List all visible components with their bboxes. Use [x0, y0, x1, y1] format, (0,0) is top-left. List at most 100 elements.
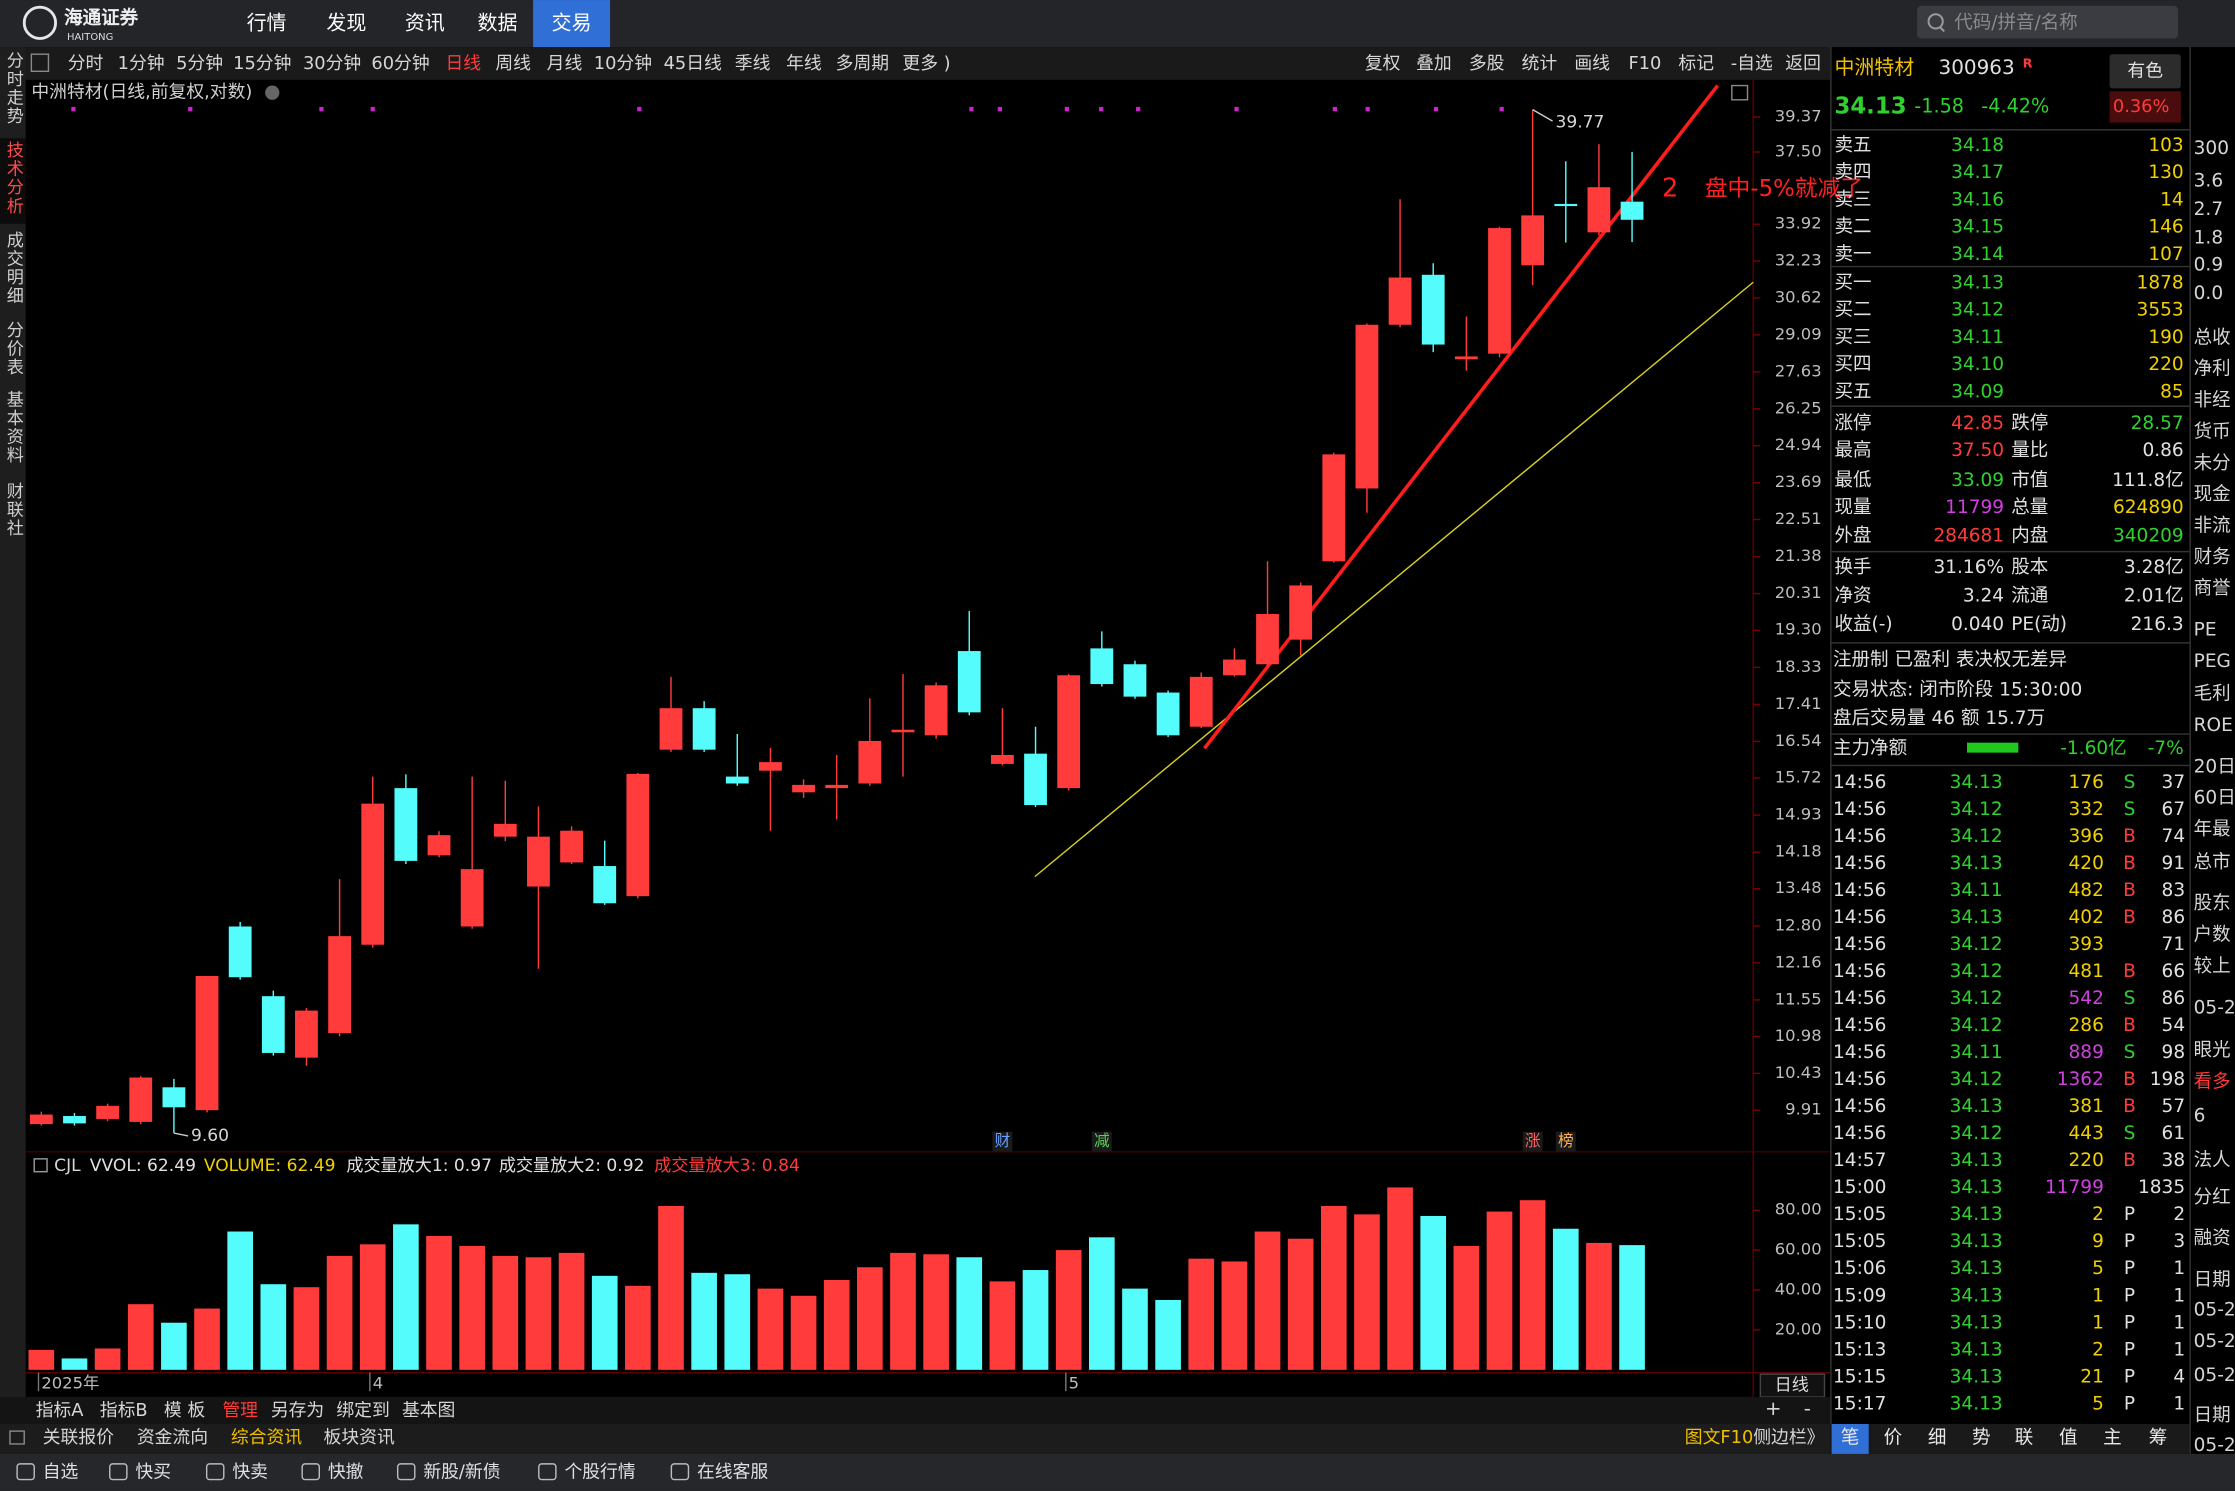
side-tab[interactable]: 技术分析	[3, 141, 24, 215]
tool-button[interactable]: 标记	[1678, 53, 1714, 74]
stat-value: 3.24	[1963, 585, 2004, 606]
period-tab[interactable]: 15分钟	[233, 53, 291, 74]
candle-body	[1620, 201, 1644, 220]
trade-time: 14:56	[1833, 934, 1886, 955]
side-strip-item: 现金	[2194, 484, 2231, 505]
status-item[interactable]: 快撤	[328, 1461, 364, 1482]
period-tab[interactable]: 月线	[547, 53, 583, 74]
menu-item[interactable]: 数据	[478, 11, 518, 35]
info-tab[interactable]: 板块资讯	[324, 1427, 395, 1448]
side-strip-item: 法人	[2194, 1150, 2231, 1171]
trade-time: 14:56	[1833, 988, 1886, 1009]
side-link[interactable]: 图文F10	[1685, 1427, 1753, 1448]
zoom-in[interactable]: +	[1765, 1396, 1782, 1420]
status-item[interactable]: 新股/新债	[423, 1461, 500, 1482]
candle-body	[96, 1105, 120, 1119]
sector-name[interactable]: 有色	[2127, 60, 2163, 81]
tool-button[interactable]: F10	[1628, 53, 1661, 74]
side-strip-item: 日期	[2194, 1405, 2231, 1426]
stat-value: 0.86	[2142, 440, 2183, 461]
indicator-tab[interactable]: 绑定到	[336, 1400, 389, 1421]
side-link[interactable]: 侧边栏》	[1753, 1427, 1824, 1448]
period-tab[interactable]: 30分钟	[303, 53, 361, 74]
period-tab[interactable]: 周线	[495, 53, 531, 74]
trade-tab[interactable]: 价	[1884, 1428, 1903, 1449]
info-tab[interactable]: 资金流向	[137, 1427, 208, 1448]
candle-body	[1521, 215, 1545, 266]
status-bar	[0, 1453, 2235, 1491]
tool-button[interactable]: 复权	[1365, 53, 1401, 74]
candle-body	[394, 788, 418, 861]
period-tab[interactable]: 更多 )	[902, 53, 950, 74]
trade-tab[interactable]: 细	[1928, 1428, 1947, 1449]
indicator-tab[interactable]: 指标A	[36, 1400, 85, 1421]
y-tick-label: 17.41	[1775, 694, 1822, 713]
side-tab[interactable]: 分时走势	[3, 51, 24, 125]
info-tab[interactable]: 综合资讯	[231, 1427, 302, 1448]
period-tab[interactable]: 10分钟	[594, 53, 652, 74]
trade-side: B	[2123, 1096, 2136, 1117]
trade-time: 14:56	[1833, 1015, 1886, 1036]
trade-tab[interactable]: 值	[2059, 1428, 2078, 1449]
period-tab[interactable]: 45日线	[664, 53, 722, 74]
trade-volume: 542	[2069, 988, 2104, 1009]
indicator-tab[interactable]: 模 板	[164, 1400, 205, 1421]
tool-button[interactable]: 统计	[1522, 53, 1558, 74]
period-tab[interactable]: 多周期	[836, 53, 889, 74]
menu-item[interactable]: 交易	[552, 11, 592, 35]
status-item[interactable]: 个股行情	[564, 1461, 635, 1482]
sector-button[interactable]	[2109, 54, 2181, 89]
stat-value: 37.50	[1951, 440, 2004, 461]
tool-button[interactable]: 多股	[1469, 53, 1505, 74]
search-box[interactable]	[1917, 5, 2178, 39]
trade-count: 1	[2173, 1312, 2185, 1333]
indicator-tab[interactable]: 另存为	[271, 1400, 324, 1421]
tool-button[interactable]: 画线	[1574, 53, 1610, 74]
note-number: 2	[1662, 174, 1678, 204]
zoom-out[interactable]: -	[1804, 1396, 1811, 1420]
y-tick-label: 13.48	[1775, 878, 1822, 897]
menu-item[interactable]: 行情	[247, 11, 287, 35]
period-tab[interactable]: 5分钟	[176, 53, 223, 74]
tool-button[interactable]: 返回	[1785, 53, 1821, 74]
candle-body	[792, 784, 815, 793]
trade-side: B	[2123, 1069, 2136, 1090]
trade-tab[interactable]: 主	[2103, 1428, 2122, 1449]
search-placeholder[interactable]: 代码/拼音/名称	[1954, 12, 2078, 33]
period-tab[interactable]: 季线	[735, 53, 771, 74]
indicator-tab[interactable]: 基本图	[402, 1400, 455, 1421]
tool-button[interactable]: 叠加	[1416, 53, 1452, 74]
side-tab[interactable]: 分价表	[3, 321, 24, 377]
menu-item[interactable]: 资讯	[405, 11, 445, 35]
candle-body	[460, 869, 484, 927]
side-tab[interactable]: 成交明细	[3, 231, 24, 305]
side-strip-item: PE	[2194, 620, 2217, 641]
volume-bar	[28, 1349, 55, 1370]
indicator-legend: 成交量放大1: 0.97	[346, 1156, 492, 1176]
status-item[interactable]: 快买	[135, 1461, 171, 1482]
status-item[interactable]: 在线客服	[697, 1461, 768, 1482]
trade-tab[interactable]: 联	[2015, 1428, 2034, 1449]
side-strip-item: 05-2	[2194, 997, 2235, 1018]
trade-tab[interactable]: 筹	[2149, 1428, 2168, 1449]
trade-tab[interactable]: 势	[1972, 1428, 1991, 1449]
trade-time: 15:09	[1833, 1285, 1886, 1306]
side-tab[interactable]: 财联社	[3, 482, 24, 538]
info-tab[interactable]: 关联报价	[43, 1427, 114, 1448]
candle-body	[162, 1087, 186, 1108]
stat-value: 624890	[2113, 497, 2184, 518]
period-tab[interactable]: 年线	[786, 53, 822, 74]
side-tab[interactable]: 基本资料	[3, 391, 24, 465]
menu-item[interactable]: 发现	[326, 11, 366, 35]
period-tab[interactable]: 日线	[445, 53, 481, 74]
status-item[interactable]: 自选	[43, 1461, 79, 1482]
tool-button[interactable]: -自选	[1731, 53, 1773, 74]
period-tab[interactable]: 60分钟	[371, 53, 429, 74]
trade-tab[interactable]: 笔	[1841, 1428, 1860, 1449]
indicator-tab[interactable]: 管理	[222, 1400, 258, 1421]
indicator-tab[interactable]: 指标B	[100, 1400, 148, 1421]
volume-bar	[956, 1257, 983, 1370]
status-item[interactable]: 快卖	[232, 1461, 268, 1482]
period-tab[interactable]: 分时	[68, 53, 104, 74]
period-tab[interactable]: 1分钟	[118, 53, 165, 74]
